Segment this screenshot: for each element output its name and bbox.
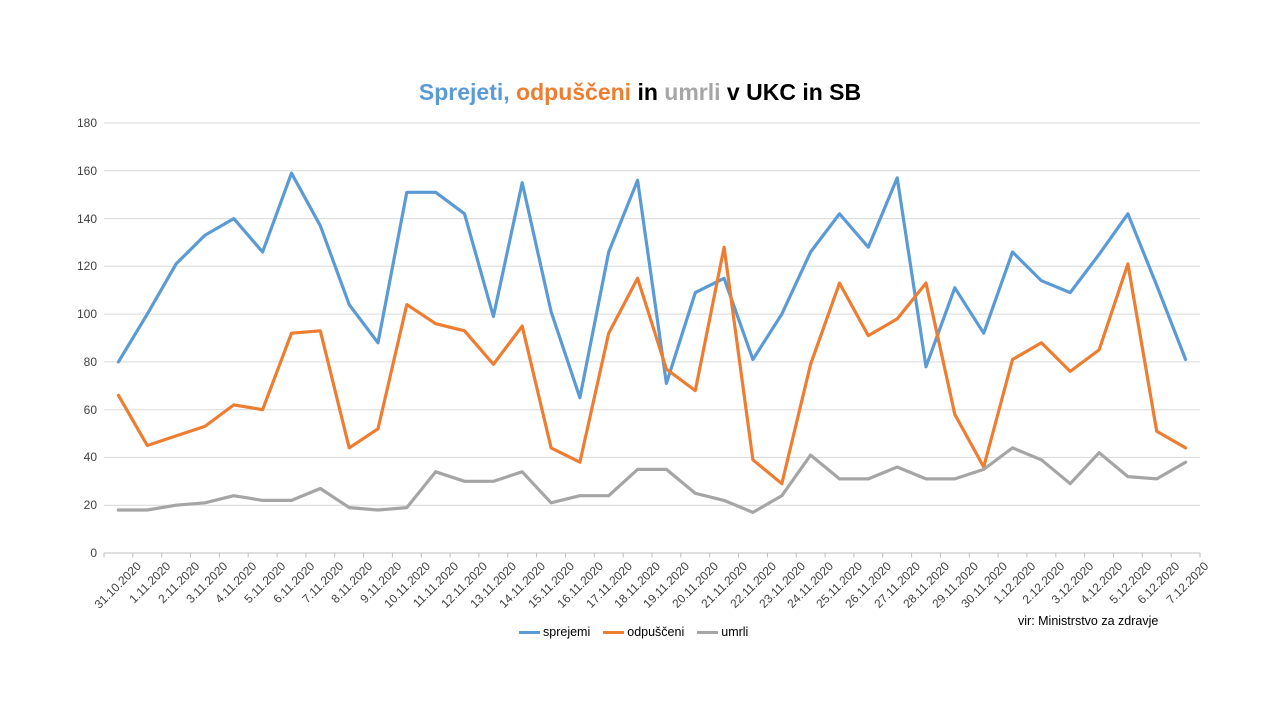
series-line-sprejemi (116, 171, 1188, 400)
y-axis-label: 120 (76, 259, 97, 274)
title-segment-odpusceni: odpuščeni (516, 79, 632, 105)
legend-item-odpusceni: odpuščeni (603, 625, 684, 639)
umrli-line-swatch (697, 630, 719, 634)
legend-item-umrli: umrli (697, 625, 748, 639)
y-axis-label: 160 (76, 163, 97, 178)
legend-label-umrli: umrli (721, 625, 749, 639)
sprejemi-line-swatch (519, 630, 540, 634)
y-axis-label: 20 (83, 498, 97, 513)
y-axis-label: 60 (83, 402, 97, 417)
y-axis-label: 0 (90, 546, 97, 560)
series-line-odpuščeni (116, 245, 1188, 486)
source-note: vir: Ministrstvo za zdravje (1018, 614, 1159, 628)
legend-label-sprejemi: sprejemi (543, 625, 591, 639)
title-segment-umrli: umrli (664, 79, 721, 105)
y-axis-label: 180 (76, 116, 97, 130)
series-line-umrli (116, 446, 1188, 515)
odpusceni-line-swatch (603, 630, 625, 634)
title-segment-vukc: v UKC in SB (720, 79, 862, 105)
title-segment-sprejeti: Sprejeti, (418, 79, 517, 105)
chart-title: Sprejeti, odpuščeni in umrli v UKC in SB (0, 79, 1280, 106)
y-axis-label: 100 (76, 307, 97, 322)
y-axis-label: 80 (83, 354, 97, 369)
title-segment-in: in (631, 79, 665, 105)
y-axis-label: 40 (83, 450, 97, 465)
chart-legend: sprejemi odpuščeni umrli (519, 625, 748, 639)
legend-label-odpusceni: odpuščeni (627, 625, 685, 639)
legend-item-sprejemi: sprejemi (519, 625, 590, 639)
y-axis-label: 140 (76, 211, 97, 226)
